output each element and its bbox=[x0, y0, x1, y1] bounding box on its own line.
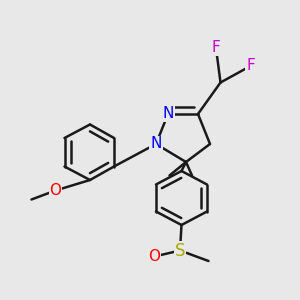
Text: F: F bbox=[246, 58, 255, 74]
Text: F: F bbox=[212, 40, 220, 56]
Text: N: N bbox=[150, 136, 162, 152]
Text: N: N bbox=[162, 106, 174, 122]
Text: S: S bbox=[175, 242, 185, 260]
Text: O: O bbox=[148, 249, 160, 264]
Text: O: O bbox=[50, 183, 61, 198]
